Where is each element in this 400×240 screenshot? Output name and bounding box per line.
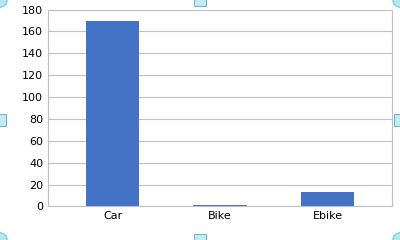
Bar (193, 205, 247, 206)
Bar (86, 21, 139, 206)
Bar (301, 192, 354, 206)
